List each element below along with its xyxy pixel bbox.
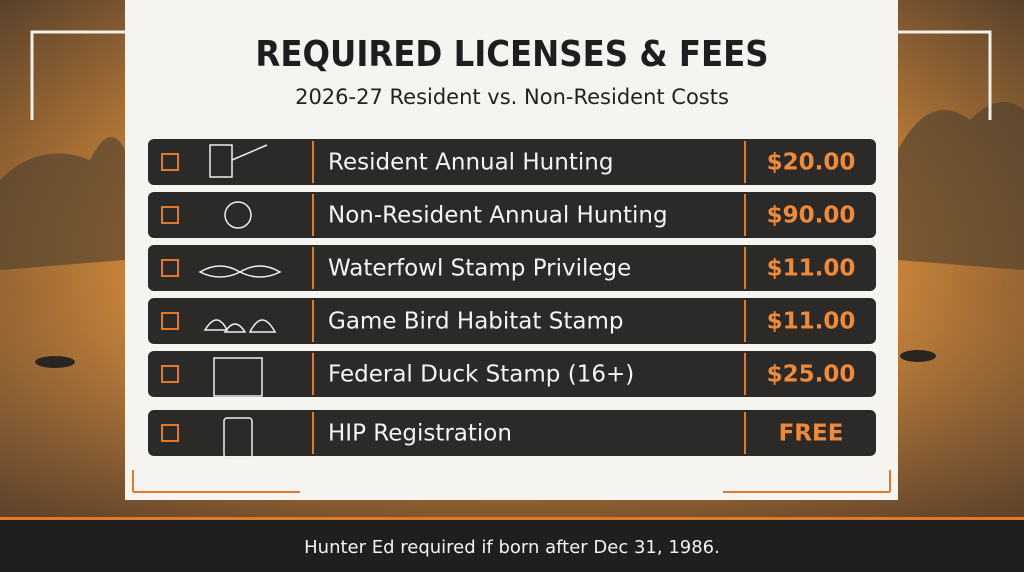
row [148,245,876,291]
checkbox[interactable] [161,153,179,171]
checkbox[interactable] [161,206,179,224]
icon-state-rifle [209,144,268,178]
row [148,351,876,397]
title: REQUIRED LICENSES & FEES [255,34,768,75]
icon-quail [203,319,277,333]
trees-right [898,102,1024,270]
license-price: $90.00 [767,203,856,229]
goose [900,350,936,362]
license-name: Non-Resident Annual Hunting [328,203,668,229]
row [148,139,876,185]
row [148,192,876,238]
license-name: HIP Registration [328,421,512,447]
license-price: $25.00 [767,362,856,388]
card-accent [132,470,891,493]
checkbox[interactable] [161,259,179,277]
icon-stamp [213,357,263,397]
license-price: $11.00 [767,309,856,335]
icons [198,144,282,459]
icon-globe [224,201,252,229]
frame-corners [30,30,992,120]
license-name: Waterfowl Stamp Privilege [328,256,631,282]
footer-note: Hunter Ed required if born after Dec 31,… [304,537,720,558]
checkbox[interactable] [161,365,179,383]
license-name: Federal Duck Stamp (16+) [328,362,634,388]
license-price: $11.00 [767,256,856,282]
icon-ducks [198,265,282,278]
footer-bar [0,520,1024,572]
row [148,410,876,456]
icon-clipboard [223,417,253,459]
footer-accent [0,517,1024,520]
license-name: Resident Annual Hunting [328,150,613,176]
license-price: FREE [779,421,844,447]
license-list: Resident Annual Hunting $20.00 Non-Residen… [148,139,876,456]
subtitle: 2026-27 Resident vs. Non-Resident Costs [295,85,729,109]
goose [35,356,75,368]
license-price: $20.00 [767,150,856,176]
trees-left [0,137,125,270]
row [148,298,876,344]
checkbox[interactable] [161,312,179,330]
checkbox[interactable] [161,424,179,442]
license-name: Game Bird Habitat Stamp [328,309,623,335]
